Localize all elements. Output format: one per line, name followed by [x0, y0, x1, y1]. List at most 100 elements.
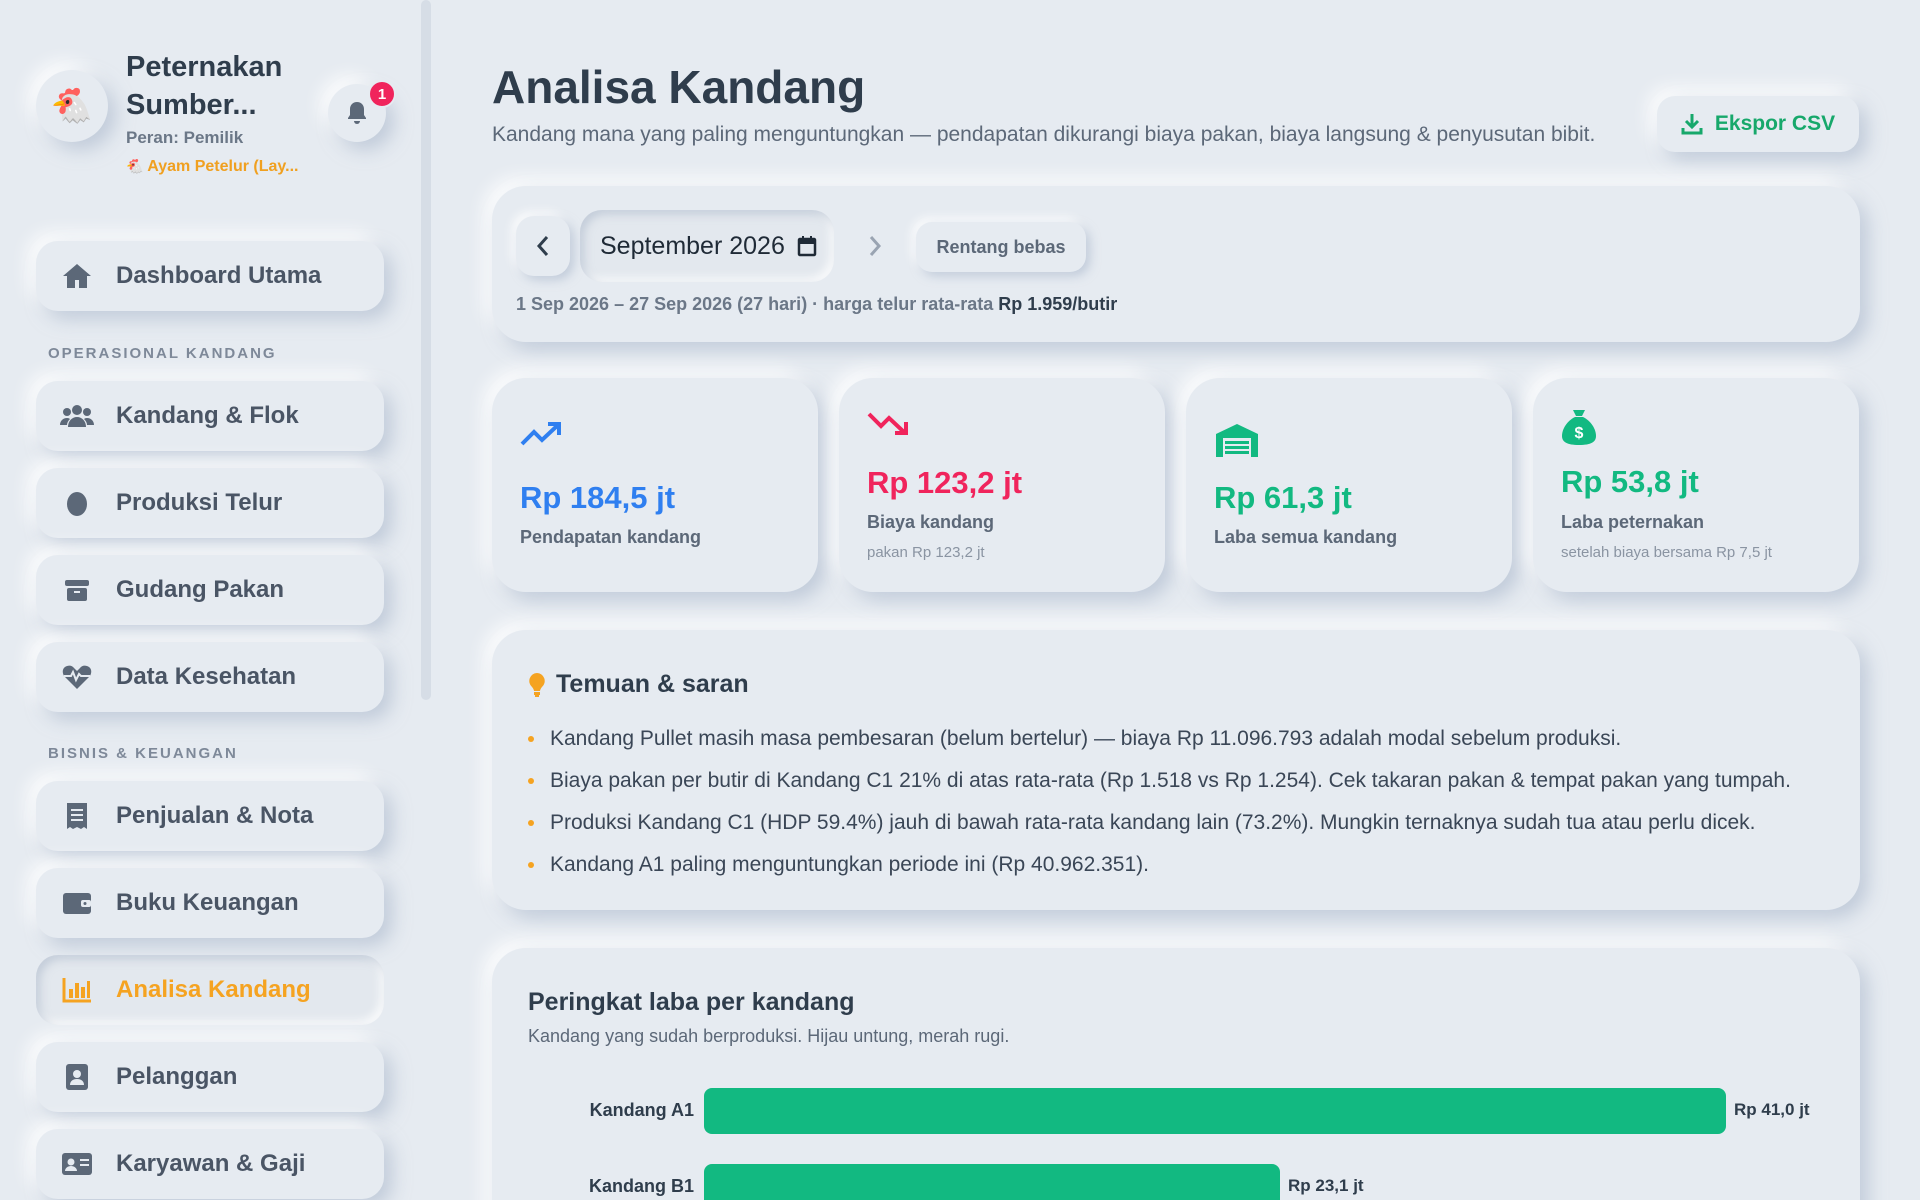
sidebar-item-penjualan[interactable]: Penjualan & Nota: [36, 781, 384, 851]
sidebar-item-kesehatan[interactable]: Data Kesehatan: [36, 642, 384, 712]
sidebar-item-label: Gudang Pakan: [116, 576, 285, 603]
ranking-subtitle: Kandang yang sudah berproduksi. Hijau un…: [528, 1026, 1010, 1046]
ranking-value: Rp 41,0 jt: [1734, 1100, 1810, 1119]
stat-label: Laba peternakan: [1561, 512, 1705, 532]
bullet-icon: [528, 862, 534, 868]
sidebar-item-label: Data Kesehatan: [116, 663, 297, 690]
download-icon: [1681, 114, 1703, 135]
sidebar-item-label: Penjualan & Nota: [116, 802, 314, 829]
sidebar: 🐔 Peternakan Sumber... Peran: Pemilik 🐔 …: [0, 0, 422, 1200]
egg-price: Rp 1.959/butir: [998, 294, 1118, 314]
period-summary: 1 Sep 2026 – 27 Sep 2026 (27 hari) · har…: [516, 294, 1117, 315]
bar-chart-icon: [60, 973, 94, 1007]
sidebar-item-produksi[interactable]: Produksi Telur: [36, 468, 384, 538]
stat-card-revenue: Rp 184,5 jt Pendapatan kandang: [492, 378, 818, 592]
ranking-bar[interactable]: [704, 1164, 1280, 1200]
sidebar-scrollbar[interactable]: [421, 0, 431, 700]
sidebar-item-kandang[interactable]: Kandang & Flok: [36, 381, 384, 451]
sidebar-item-label: Buku Keuangan: [116, 889, 299, 916]
sidebar-item-dashboard[interactable]: Dashboard Utama: [36, 241, 384, 311]
trend-up-icon: [520, 422, 562, 453]
findings-title: Temuan & saran: [556, 670, 749, 698]
month-value: September: [600, 231, 723, 260]
sidebar-item-karyawan[interactable]: Karyawan & Gaji: [36, 1129, 384, 1199]
month-picker[interactable]: September 2026: [580, 210, 834, 282]
receipt-icon: [60, 799, 94, 833]
page-title: Analisa Kandang: [492, 61, 866, 113]
export-csv-label: Ekspor CSV: [1714, 112, 1836, 135]
ranking-title: Peringkat laba per kandang: [528, 988, 855, 1016]
previous-month-button[interactable]: [516, 216, 570, 276]
stat-value: Rp 61,3 jt: [1214, 480, 1352, 515]
findings-header: Temuan & saran: [528, 670, 749, 699]
ranking-value: Rp 23,1 jt: [1288, 1176, 1364, 1195]
sidebar-item-gudang[interactable]: Gudang Pakan: [36, 555, 384, 625]
chevron-right-icon: [869, 236, 882, 256]
warehouse-icon: [1214, 422, 1260, 463]
notification-button[interactable]: 1: [328, 80, 396, 142]
bullet-icon: [528, 778, 534, 784]
stat-label: Pendapatan kandang: [520, 527, 702, 547]
bell-icon: [348, 102, 366, 124]
sidebar-item-buku-keuangan[interactable]: Buku Keuangan: [36, 868, 384, 938]
bullet-icon: [528, 820, 534, 826]
sidebar-item-label: Produksi Telur: [116, 489, 283, 516]
ranking-card: Peringkat laba per kandang Kandang yang …: [492, 948, 1860, 1200]
sidebar-item-label: Dashboard Utama: [116, 262, 322, 289]
ranking-bar[interactable]: [704, 1088, 1726, 1134]
finding-text: Biaya pakan per butir di Kandang C1 21% …: [550, 769, 1791, 792]
period-card: September 2026 Rentang bebas 1 Sep 2026 …: [492, 186, 1860, 342]
notification-badge: 1: [368, 80, 396, 108]
trend-down-icon: [867, 410, 909, 441]
stat-label: Biaya kandang: [867, 512, 995, 532]
calendar-icon[interactable]: [797, 235, 817, 257]
stat-card-cost: Rp 123,2 jt Biaya kandang pakan Rp 123,2…: [839, 378, 1165, 592]
chicken-icon: 🐔: [50, 87, 94, 125]
free-range-button[interactable]: Rentang bebas: [916, 222, 1086, 272]
stat-value: Rp 53,8 jt: [1561, 464, 1699, 499]
farm-type: 🐔 Ayam Petelur (Lay...: [126, 158, 298, 176]
stat-note: pakan Rp 123,2 jt: [867, 544, 985, 561]
stat-note: setelah biaya bersama Rp 7,5 jt: [1561, 544, 1772, 561]
chicken-small-icon: 🐔: [126, 158, 144, 174]
bullet-icon: [528, 736, 534, 742]
next-month-button[interactable]: [848, 216, 902, 276]
farm-avatar[interactable]: 🐔: [36, 70, 108, 142]
sidebar-item-label: Kandang & Flok: [116, 402, 299, 429]
export-csv-button[interactable]: Ekspor CSV: [1657, 96, 1859, 152]
ranking-cage-name: Kandang A1: [589, 1100, 694, 1120]
money-bag-icon: $: [1561, 408, 1597, 451]
period-range-text: 1 Sep 2026 – 27 Sep 2026 (27 hari) · har…: [516, 294, 994, 314]
farm-name: Peternakan Sumber...: [126, 51, 283, 121]
stat-value: Rp 184,5 jt: [520, 480, 676, 515]
brand-header: 🐔 Peternakan Sumber... Peran: Pemilik 🐔 …: [36, 48, 396, 188]
sidebar-item-pelanggan[interactable]: Pelanggan: [36, 1042, 384, 1112]
findings-list: Kandang Pullet masih masa pembesaran (be…: [528, 718, 1791, 886]
stat-card-profit-farm: $ Rp 53,8 jt Laba peternakan setelah bia…: [1533, 378, 1859, 592]
users-icon: [60, 399, 94, 433]
farm-type-label: Ayam Petelur (Lay...: [147, 158, 299, 175]
contact-book-icon: [60, 1060, 94, 1094]
svg-text:$: $: [1575, 425, 1584, 442]
finding-item: Produksi Kandang C1 (HDP 59.4%) jauh di …: [528, 802, 1791, 844]
wallet-icon: [60, 886, 94, 920]
nav-section-operasional: OPERASIONAL KANDANG: [48, 345, 277, 362]
finding-item: Kandang A1 paling menguntungkan periode …: [528, 844, 1791, 886]
ranking-cage-name: Kandang B1: [588, 1176, 694, 1196]
finding-item: Kandang Pullet masih masa pembesaran (be…: [528, 718, 1791, 760]
sidebar-item-analisa[interactable]: Analisa Kandang: [36, 955, 384, 1025]
stat-label: Laba semua kandang: [1214, 527, 1398, 547]
stat-card-profit-cages: Rp 61,3 jt Laba semua kandang: [1186, 378, 1512, 592]
finding-text: Produksi Kandang C1 (HDP 59.4%) jauh di …: [550, 811, 1756, 834]
sidebar-item-label: Pelanggan: [116, 1063, 238, 1090]
box-icon: [60, 573, 94, 607]
id-card-icon: [60, 1147, 94, 1181]
findings-card: Temuan & saran Kandang Pullet masih masa…: [492, 630, 1860, 910]
page-subtitle: Kandang mana yang paling menguntungkan —…: [492, 123, 1596, 146]
ranking-row: Kandang A1 Rp 41,0 jt: [528, 1088, 1828, 1134]
egg-icon: [60, 486, 94, 520]
lightbulb-icon: [529, 672, 545, 697]
ranking-row: Kandang B1 Rp 23,1 jt: [528, 1164, 1828, 1200]
finding-text: Kandang Pullet masih masa pembesaran (be…: [550, 727, 1622, 750]
chevron-left-icon: [536, 236, 549, 256]
